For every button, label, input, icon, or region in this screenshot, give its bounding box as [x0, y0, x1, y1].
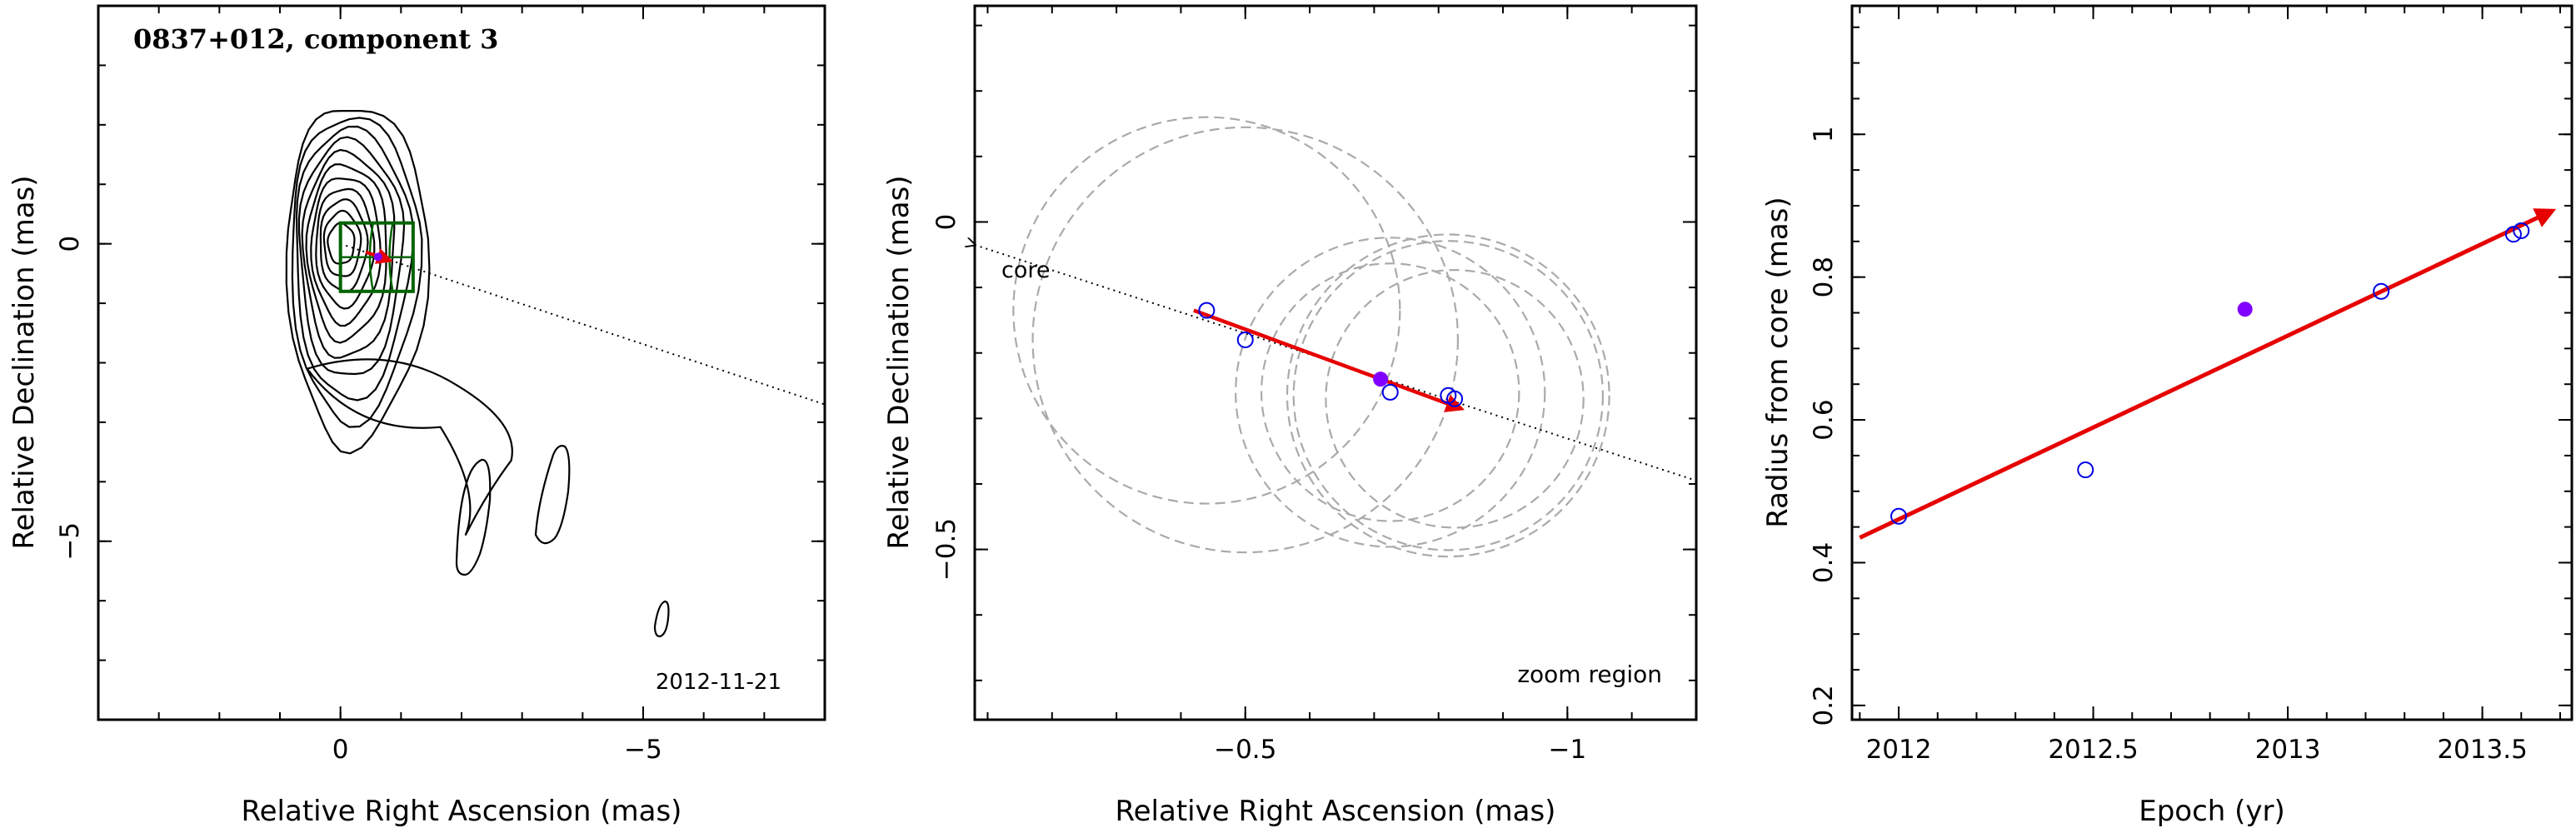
p2-uncertainty-circle: [1325, 269, 1585, 529]
p2-x-tick-label: −0.5: [1214, 735, 1276, 765]
p3-y-tick-label: 0.6: [1809, 399, 1839, 440]
p3-tick-labels: 2012 2012.5 2013 2013.5 0.2 0.4 0.6 0.8 1: [1809, 126, 2528, 765]
p3-x-tick-label: 2012.5: [2048, 735, 2138, 765]
p3-x-tick-label: 2013.5: [2437, 735, 2527, 765]
panel-contour-map: 0 −50−5 0837+012, component 3 2012-11-21 …: [7, 4, 826, 828]
p1-contour-ring: [315, 187, 376, 310]
p2-frame: [973, 4, 1698, 721]
p2-uncertainty-circle: [1292, 240, 1604, 551]
p1-contour-ring: [285, 110, 431, 455]
p3-points: [1890, 222, 2530, 525]
p3-y-tick-label: 0.8: [1809, 257, 1839, 297]
p1-contour-ring: [327, 222, 356, 265]
p2-x-axis-label: Relative Right Ascension (mas): [1116, 795, 1556, 828]
p2-y-tick-label: 0: [931, 214, 961, 231]
p1-zoom-box-gridline: [368, 222, 375, 292]
panel-zoom-region: core −0.5 −1 0 −0.5 zoom region Relative Ri…: [882, 4, 1698, 828]
p2-uncertainty-circle: [1286, 233, 1610, 558]
p3-y-tick-label: 0.4: [1809, 542, 1839, 583]
p1-y-tick-label: 0: [55, 236, 85, 252]
p3-open-point: [2504, 226, 2522, 243]
p1-contour-island: [534, 445, 571, 545]
p3-open-point: [1890, 507, 1908, 525]
panel-radius-vs-epoch: 2012 2012.5 2013 2013.5 0.2 0.4 0.6 0.8 1 Epoch …: [1761, 4, 2574, 828]
p1-ticks: [97, 5, 826, 721]
p1-title: 0837+012, component 3: [133, 23, 498, 55]
p2-open-point: [1381, 383, 1399, 401]
p2-uncertainty-circles: [1012, 116, 1610, 558]
p1-y-axis-label: Relative Declination (mas): [7, 175, 41, 549]
p1-contour-island: [455, 458, 492, 576]
p3-open-point: [2373, 282, 2390, 300]
p3-y-tick-label: 1: [1809, 126, 1839, 142]
p1-contour-ring: [305, 163, 387, 344]
p3-fit-line: [1859, 208, 2557, 540]
p3-x-tick-label: 2013: [2255, 735, 2321, 765]
p1-contours: [285, 110, 513, 536]
p1-x-axis-label: Relative Right Ascension (mas): [242, 795, 682, 828]
p3-frame: [1850, 4, 2574, 721]
p1-contour-ring: [297, 136, 406, 376]
p2-open-point: [1446, 390, 1464, 407]
p2-y-axis-label: Relative Declination (mas): [882, 175, 916, 549]
p1-contour-ring: [301, 148, 396, 359]
p2-y-tick-label: −0.5: [931, 518, 961, 581]
p2-motion-vector: [1193, 308, 1465, 412]
p2-tick-labels: −0.5 −1 0 −0.5: [931, 214, 1586, 765]
p3-open-point: [2077, 461, 2094, 479]
p1-contour-ring: [295, 125, 415, 402]
p2-points: [1198, 302, 1464, 407]
p1-contour-ring: [305, 358, 513, 536]
p1-x-tick-label: −5: [624, 735, 662, 765]
p3-x-axis-label: Epoch (yr): [2139, 795, 2285, 828]
p2-open-point: [1236, 331, 1254, 348]
p2-uncertainty-circle: [1012, 116, 1401, 505]
p2-open-point: [1198, 302, 1216, 319]
p2-filled-point: [1373, 372, 1389, 387]
p1-contour-ring: [310, 177, 382, 327]
p3-x-tick-label: 2012: [1866, 735, 1932, 765]
p3-ticks: [1852, 6, 2572, 720]
p1-contour-island: [653, 600, 670, 638]
p2-uncertainty-circle: [1260, 262, 1520, 522]
p2-x-tick-label: −1: [1549, 735, 1587, 765]
p1-component-point: [373, 252, 382, 262]
p2-core-label: core: [1001, 257, 1050, 283]
p1-date-annotation: 2012-11-21: [656, 670, 781, 695]
p1-y-tick-label: −5: [55, 522, 85, 561]
p2-ticks: [975, 6, 1697, 720]
p1-tick-labels: 0 −5 0 −5: [55, 236, 662, 765]
p3-open-point: [2513, 222, 2530, 239]
p1-contour-ring: [319, 198, 369, 293]
p3-y-axis-label: Radius from core (mas): [1761, 197, 1795, 527]
p2-zoom-annotation: zoom region: [1517, 661, 1662, 688]
p1-frame: [97, 4, 826, 721]
p3-filled-point: [2237, 302, 2253, 317]
p1-x-tick-label: 0: [332, 735, 349, 765]
p3-y-tick-label: 0.2: [1809, 685, 1839, 726]
p1-contour-ring: [291, 117, 423, 428]
p2-uncertainty-circle: [1031, 126, 1460, 554]
p1-islands: [455, 445, 670, 638]
p2-uncertainty-circle: [1235, 237, 1546, 548]
p1-contour-ring: [322, 209, 362, 277]
